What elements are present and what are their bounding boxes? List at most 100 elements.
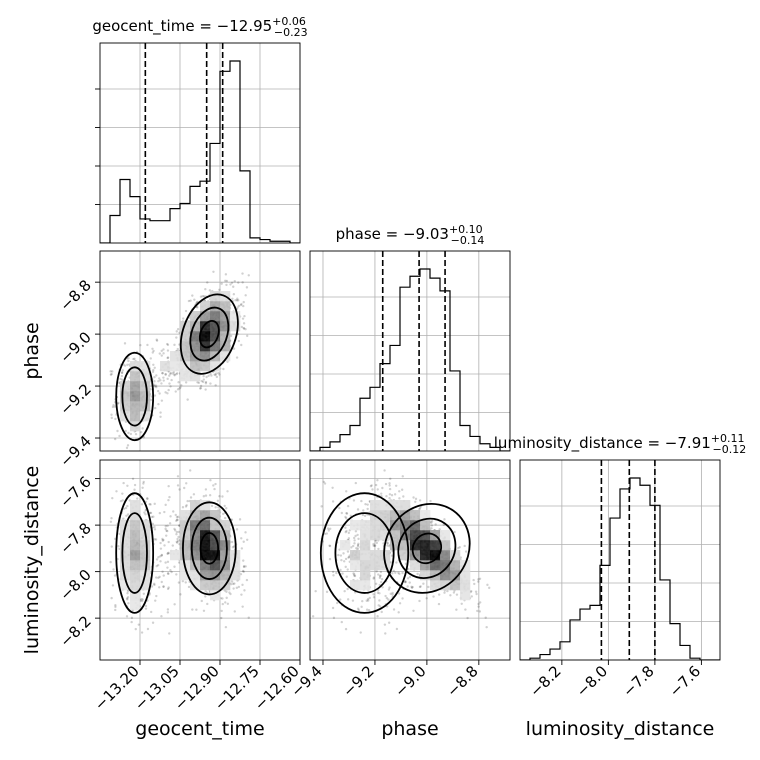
sample-point [327, 529, 330, 532]
sample-point [224, 601, 227, 604]
sample-point [141, 598, 144, 601]
density-bin [190, 540, 201, 551]
sample-point [362, 509, 365, 512]
sample-point [175, 540, 178, 543]
sample-point [149, 357, 152, 360]
density-bin [190, 331, 201, 342]
sample-point [187, 299, 191, 303]
sample-point [177, 380, 180, 384]
sample-point [217, 371, 220, 375]
sample-point [229, 334, 233, 338]
density-bin [180, 510, 191, 521]
sample-point [166, 529, 169, 533]
sample-point [237, 299, 240, 302]
sample-point [206, 281, 209, 284]
sample-point [345, 575, 348, 578]
density-bin [200, 550, 211, 561]
sample-point [478, 577, 482, 580]
sample-point [388, 586, 391, 589]
sample-point [397, 571, 400, 575]
contour-line [115, 351, 155, 442]
density-bin [120, 381, 131, 392]
sample-point [164, 524, 167, 528]
density-bin [200, 311, 211, 322]
sample-point [375, 541, 379, 545]
sample-point [162, 348, 165, 351]
sample-point [353, 539, 356, 542]
density-bin [130, 570, 141, 581]
sample-point [144, 604, 148, 608]
density-bin [190, 580, 201, 591]
sample-point [162, 352, 165, 355]
sample-point [150, 515, 154, 519]
sample-point [346, 550, 350, 553]
sample-point [166, 392, 169, 395]
sample-point [109, 370, 112, 373]
sample-point [177, 530, 181, 534]
panel-frame [309, 459, 511, 661]
sample-point [195, 608, 198, 611]
sample-point [354, 481, 358, 485]
sample-point [242, 304, 245, 308]
density-bin [360, 530, 371, 541]
sample-point [126, 598, 129, 601]
density-bin [420, 540, 431, 551]
sample-point [182, 317, 185, 320]
contour-line [198, 319, 220, 349]
sample-point [235, 356, 239, 359]
sample-point [357, 542, 360, 546]
sample-point [158, 392, 161, 395]
sample-point [243, 589, 246, 592]
density-bin [410, 530, 421, 541]
sample-point [109, 520, 113, 524]
sample-point [175, 330, 178, 333]
sample-point [398, 602, 402, 605]
sample-point [109, 560, 112, 564]
sample-point [233, 279, 236, 283]
density-bin [140, 550, 151, 561]
sample-point [144, 607, 148, 610]
sample-point [347, 555, 351, 559]
sample-point [371, 488, 374, 491]
sample-point [152, 383, 156, 387]
sample-point [144, 509, 147, 512]
density-bin [120, 391, 131, 402]
density-bin [420, 530, 431, 541]
sample-point [158, 511, 162, 515]
sample-point [202, 495, 206, 498]
sample-point [167, 388, 170, 392]
sample-point [479, 601, 482, 604]
sample-point [220, 282, 223, 285]
sample-point [476, 609, 479, 613]
sample-point [345, 512, 348, 515]
density-bin [210, 530, 221, 541]
density-bin [130, 510, 141, 521]
title-luminosity_distance: luminosity_distance = −7.91+0.11 −0.12 [494, 432, 746, 456]
contour-line [121, 512, 148, 594]
sample-point [223, 504, 226, 508]
sample-point [232, 285, 235, 288]
sample-point [474, 590, 478, 593]
sample-point [406, 577, 410, 580]
sample-point [196, 306, 199, 309]
sample-point [383, 623, 387, 626]
sample-point [189, 469, 192, 472]
sample-point [232, 582, 235, 586]
sample-point [112, 403, 115, 407]
density-bin [210, 590, 221, 601]
sample-point [372, 542, 375, 546]
sample-point [372, 576, 376, 579]
sample-point [156, 563, 160, 567]
sample-point [458, 546, 461, 549]
sample-point [176, 515, 180, 519]
sample-point [378, 592, 381, 595]
density-bin [130, 401, 141, 412]
sample-point [386, 541, 389, 544]
sample-point [449, 594, 452, 597]
sample-point [387, 621, 391, 624]
sample-point [484, 616, 487, 619]
density-bin [360, 580, 371, 591]
sample-point [155, 576, 158, 579]
sample-point [153, 538, 156, 541]
sample-point [173, 529, 177, 532]
